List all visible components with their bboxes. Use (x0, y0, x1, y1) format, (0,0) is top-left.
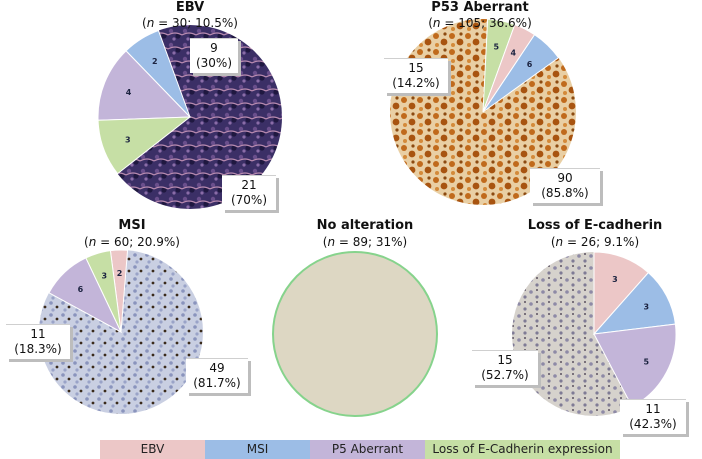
ebv-callout-large-count: 21 (241, 178, 257, 192)
none-subtitle-open: ( (322, 235, 328, 249)
msi-subtitle-n: n (88, 235, 97, 249)
ecad-subtitle-rest: = 26; 9.1%) (563, 235, 640, 249)
ecad-slice-label: 3 (612, 275, 618, 284)
ecad-callout-right-count: 11 (645, 402, 661, 416)
p53-slice-label: 5 (493, 42, 499, 51)
no-alteration-chart-title: No alteration (316, 218, 414, 233)
p53-subtitle-n: n (432, 16, 441, 30)
p53-subtitle-open: ( (428, 16, 433, 30)
msi-callout-small: 11 (18.3%) (6, 324, 70, 359)
ecadherin-chart-title: Loss of E-cadherin (527, 218, 663, 233)
none-subtitle-rest: = 89; 31%) (335, 235, 408, 249)
ecad-callout-left-percent: (52.7%) (481, 368, 529, 382)
legend-item-msi: MSI (205, 440, 310, 459)
msi-callout-small-percent: (18.3%) (14, 342, 62, 356)
ecadherin-pie-chart: 3 3 5 (512, 251, 677, 416)
ebv-pie-slice (97, 116, 192, 175)
ebv-callout-small-count: 9 (210, 41, 218, 55)
msi-callout-small-count: 11 (30, 327, 46, 341)
p53-callout-small: 15 (14.2%) (384, 58, 448, 93)
msi-callout-large-count: 49 (209, 361, 225, 375)
ebv-subtitle-n: n (146, 16, 155, 30)
ebv-subtitle-rest: = 30; 10.5%) (154, 16, 238, 30)
p53-chart-subtitle: (n = 105; 36.6%) (405, 16, 555, 30)
legend-item-ecadherin: Loss of E-Cadherin expression (425, 440, 620, 459)
msi-chart-subtitle: (n = 60; 20.9%) (76, 235, 188, 249)
p53-callout-large-percent: (85.8%) (541, 186, 589, 200)
p53-subtitle-rest: = 105; 36.6%) (440, 16, 532, 30)
msi-callout-large-percent: (81.7%) (193, 376, 241, 390)
msi-slice-label: 2 (117, 269, 123, 278)
ebv-subtitle-open: ( (142, 16, 147, 30)
ecad-subtitle-n: n (555, 235, 564, 249)
p53-slice-label: 6 (527, 60, 533, 69)
ebv-callout-large: 21 (70%) (222, 175, 276, 210)
ecad-slice-label: 3 (643, 303, 649, 312)
ecad-callout-right-percent: (42.3%) (629, 417, 677, 431)
legend-item-p5-aberrant: P5 Aberrant (310, 440, 425, 459)
msi-slice-label: 6 (78, 285, 84, 294)
p53-chart-title: P53 Aberrant (431, 0, 529, 15)
msi-chart-title: MSI (118, 218, 146, 233)
ebv-chart-subtitle: (n = 30; 10.5%) (130, 16, 250, 30)
ebv-pie-slice (97, 50, 192, 121)
ecadherin-callout-right: 11 (42.3%) (620, 399, 686, 434)
ebv-slice-label: 3 (125, 136, 131, 145)
p53-slice-label: 4 (510, 48, 516, 57)
none-pie-slice (272, 251, 438, 417)
p53-callout-large-count: 90 (557, 171, 573, 185)
p53-pie-slice (482, 33, 560, 113)
ebv-callout-small-percent: (30%) (195, 56, 233, 70)
ebv-chart-title: EBV (175, 0, 205, 15)
no-alteration-pie-chart (272, 251, 438, 417)
p53-callout-large: 90 (85.8%) (530, 168, 600, 203)
ecad-callout-left-count: 15 (497, 353, 513, 367)
ebv-callout-small: 9 (30%) (190, 38, 238, 73)
msi-pie-chart: 23 6 (39, 249, 203, 414)
ecad-subtitle-open: ( (550, 235, 556, 249)
ebv-slice-label: 2 (152, 57, 158, 66)
p53-callout-small-percent: (14.2%) (392, 76, 440, 90)
ebv-callout-large-percent: (70%) (230, 193, 268, 207)
ecadherin-callout-left: 15 (52.7%) (472, 350, 538, 385)
ecad-slice-label: 5 (643, 357, 649, 366)
no-alteration-chart-subtitle: (n = 89; 31%) (305, 235, 425, 249)
msi-slice-label: 3 (102, 271, 108, 280)
none-subtitle-n: n (327, 235, 336, 249)
msi-subtitle-rest: = 60; 20.9%) (96, 235, 180, 249)
ecadherin-chart-subtitle: (n = 26; 9.1%) (535, 235, 655, 249)
msi-subtitle-open: ( (84, 235, 89, 249)
legend-item-ebv: EBV (100, 440, 205, 459)
ebv-slice-label: 4 (126, 88, 132, 97)
p53-callout-small-count: 15 (408, 61, 424, 75)
msi-pie-slice (48, 257, 123, 334)
legend: EBV MSI P5 Aberrant Loss of E-Cadherin e… (100, 440, 620, 459)
msi-callout-large: 49 (81.7%) (186, 358, 248, 393)
